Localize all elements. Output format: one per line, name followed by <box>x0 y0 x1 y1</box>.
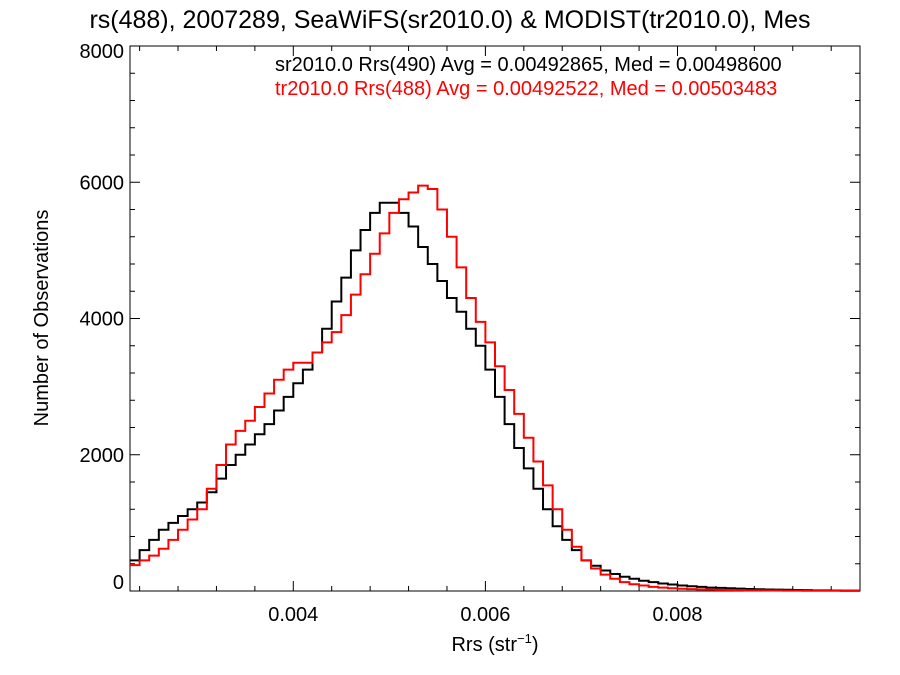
legend-entry-black-series: sr2010.0 Rrs(490) Avg = 0.00492865, Med … <box>275 54 782 76</box>
x-axis-label-close: ) <box>532 634 539 656</box>
y-tick-label: 2000 <box>80 445 125 467</box>
x-axis-label: Rrs (str−1) <box>451 631 538 656</box>
y-tick-label: 0 <box>113 572 124 594</box>
x-axis-label-superscript: −1 <box>517 631 532 646</box>
y-tick-label: 6000 <box>80 172 125 194</box>
chart-title: rs(488), 2007289, SeaWiFS(sr2010.0) & MO… <box>89 6 810 34</box>
x-tick-label: 0.004 <box>268 604 318 626</box>
series-line-1 <box>130 184 860 592</box>
series-lines <box>130 184 860 592</box>
plot-frame <box>129 45 861 592</box>
axis-ticks <box>130 45 860 592</box>
y-tick-label: 8000 <box>80 41 125 63</box>
legend-entry-red-series: tr2010.0 Rrs(488) Avg = 0.00492522, Med … <box>275 78 777 100</box>
axis-tick-labels: 0.004 0.006 0.008 0 2000 4000 6000 8000 <box>80 41 703 626</box>
x-tick-label: 0.006 <box>460 604 510 626</box>
y-tick-label: 4000 <box>80 309 125 331</box>
x-axis-label-main: Rrs (str <box>451 634 517 656</box>
series-line-0 <box>130 201 860 592</box>
y-axis-label: Number of Observations <box>31 210 53 427</box>
x-tick-label: 0.008 <box>652 604 702 626</box>
